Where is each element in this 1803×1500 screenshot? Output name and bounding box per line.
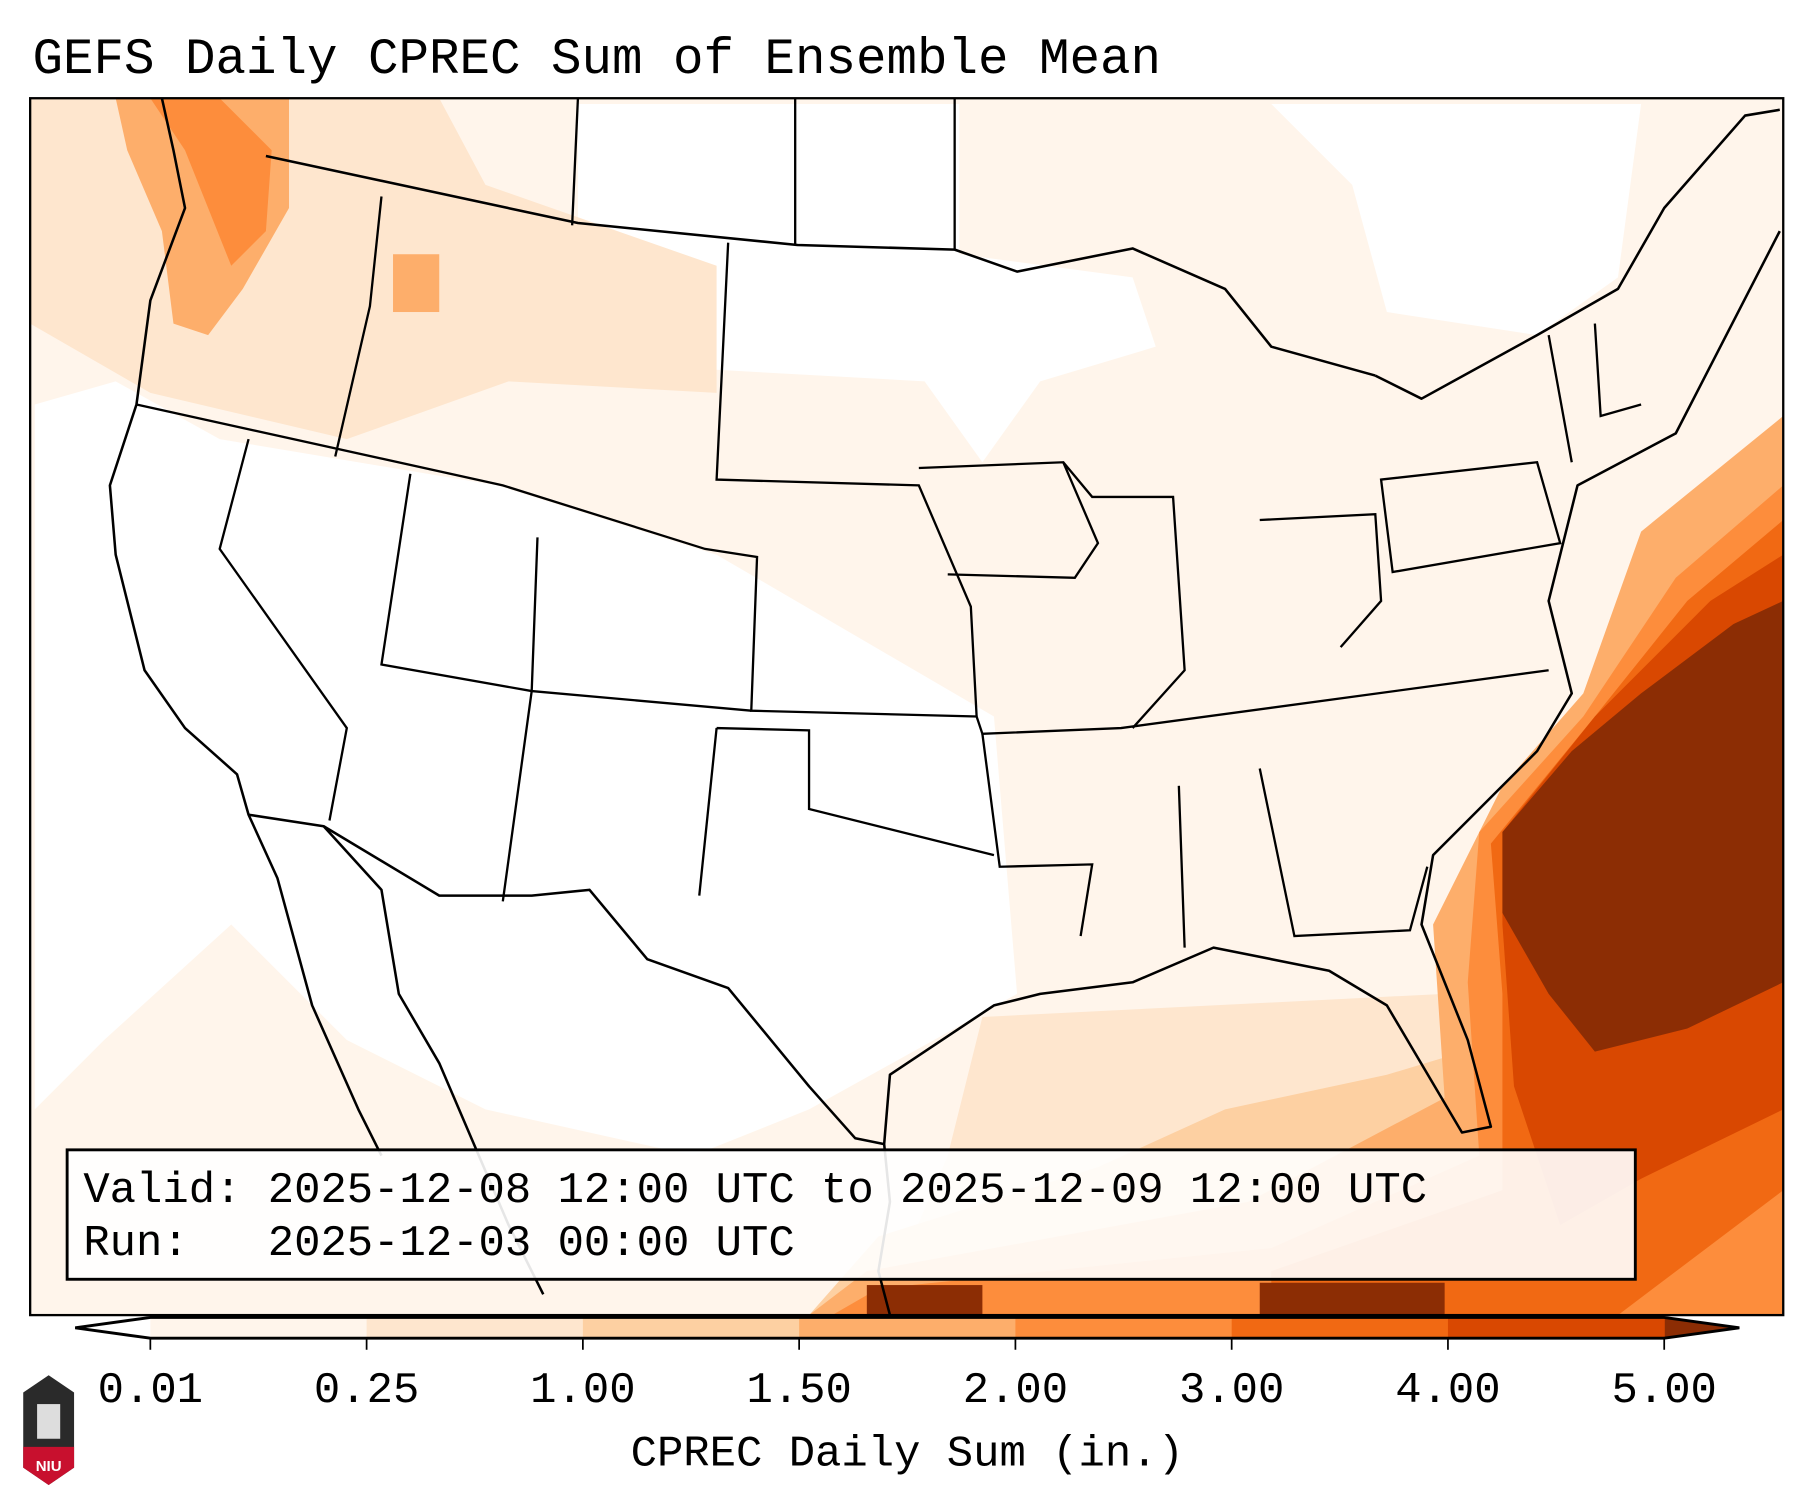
colorbar-tick-label: 3.00 <box>1179 1366 1284 1416</box>
precip-field-se-max <box>1502 600 1784 1052</box>
colorbar-over-triangle <box>1664 1317 1740 1339</box>
niu-logo: NIU <box>23 1375 75 1485</box>
niu-logo-text: NIU <box>36 1458 62 1475</box>
colorbar-segment <box>366 1317 584 1339</box>
colorbar-segment <box>1447 1317 1665 1339</box>
colorbar-segment <box>799 1317 1016 1339</box>
precip-field-none-north <box>577 104 1156 463</box>
figure-title: GEFS Daily CPREC Sum of Ensemble Mean <box>32 32 1161 89</box>
colorbar-tick-label: 1.00 <box>530 1366 635 1416</box>
colorbar-tick-label: 2.00 <box>963 1366 1068 1416</box>
map-panel <box>30 98 1784 1316</box>
colorbar-tick-label: 5.00 <box>1612 1366 1717 1416</box>
colorbar-tick-label: 0.25 <box>314 1366 419 1416</box>
colorbar-label: CPREC Daily Sum (in.) <box>631 1429 1184 1479</box>
canada-border <box>265 154 1376 377</box>
colorbar-tick-label: 0.01 <box>98 1366 203 1416</box>
precip-field-caribbean-max <box>1259 1282 1445 1316</box>
coastline <box>108 98 1781 1316</box>
colorbar-tick-label: 4.00 <box>1395 1366 1500 1416</box>
state-boundaries <box>136 98 1642 948</box>
info-box: Valid: 2025-12-08 12:00 UTC to 2025-12-0… <box>65 1148 1637 1281</box>
mexico-border <box>248 813 885 1146</box>
colorbar-under-triangle <box>75 1317 151 1339</box>
colorbar-tick-label: 1.50 <box>746 1366 851 1416</box>
colorbar-segment <box>150 1317 368 1339</box>
run-time-text: Run: 2025-12-03 00:00 UTC <box>83 1219 794 1269</box>
precip-field-idaho <box>393 254 440 313</box>
precip-field-none <box>34 381 1018 1156</box>
valid-time-text: Valid: 2025-12-08 12:00 UTC to 2025-12-0… <box>83 1166 1427 1216</box>
colorbar-segment <box>582 1317 800 1339</box>
colorbar-segment <box>1015 1317 1233 1339</box>
colorbar-segment <box>1231 1317 1449 1339</box>
colorbar: 0.01 0.25 1.00 1.50 2.00 3.00 4.00 5.00 <box>75 1315 1740 1416</box>
precip-field-none-ne <box>1271 104 1642 336</box>
map-frame <box>29 97 1785 1317</box>
precip-field-nw-core <box>150 98 272 266</box>
